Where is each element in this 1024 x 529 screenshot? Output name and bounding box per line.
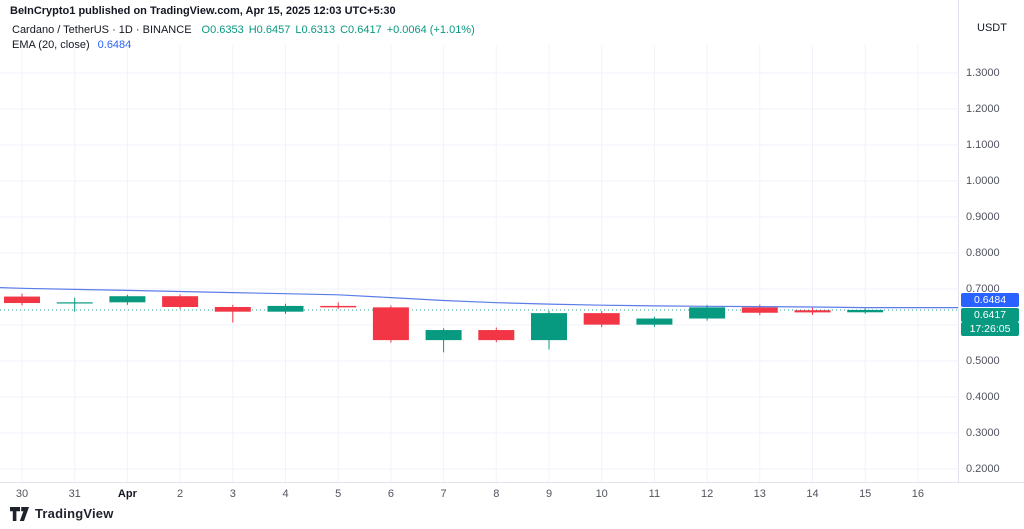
ema-value-badge: 0.6484 — [961, 293, 1019, 307]
time-axis-label: 16 — [911, 488, 925, 500]
time-axis-label: 10 — [595, 488, 608, 500]
candle-body — [689, 307, 726, 319]
price-axis[interactable]: USDT 1.3000 1.2000 1.1000 1.0000 0.9000 0.800… — [958, 0, 1024, 483]
price-tick-label: 0.8000 — [966, 247, 1000, 259]
price-tick-label: 0.2000 — [966, 463, 1000, 475]
price-tick-label: 0.3000 — [966, 427, 1000, 439]
indicator-row[interactable]: EMA (20, close) 0.6484 — [12, 39, 131, 51]
symbol-ohlc-row: Cardano / TetherUS · 1D · BINANCE O0.6353… — [12, 24, 480, 36]
price-axis-unit: USDT — [977, 22, 1007, 34]
tradingview-brand-text: TradingView — [35, 506, 114, 521]
ohlc-high: H0.6457 — [248, 24, 291, 36]
price-tick-label: 1.0000 — [966, 175, 1000, 187]
candle-body — [531, 313, 567, 341]
time-axis[interactable]: 30 31 Apr 2 3 4 5 6 7 8 9 10 11 12 13 14 15 16 — [0, 482, 1024, 507]
candle-body — [847, 309, 884, 313]
time-axis-label: 2 — [177, 488, 184, 500]
last-price-badge: 0.6417 — [961, 308, 1019, 322]
candle-body — [320, 305, 357, 308]
countdown-badge: 17:26:05 — [961, 322, 1019, 336]
ohlc-change: +0.0064 (+1.01%) — [386, 24, 475, 36]
time-axis-label: Apr — [117, 488, 137, 500]
time-axis-label: 30 — [15, 488, 29, 500]
candle-body — [794, 310, 831, 313]
candle-body — [267, 305, 304, 312]
ema-indicator-value: 0.6484 — [97, 39, 132, 51]
price-chart-plot[interactable] — [0, 45, 958, 482]
ema-line — [0, 287, 958, 309]
candle-body — [109, 296, 146, 303]
price-tick-label: 0.5000 — [966, 355, 1000, 367]
price-tick-label: 0.7000 — [966, 283, 1000, 295]
time-axis-label: 5 — [335, 488, 342, 500]
candle-body — [741, 307, 778, 313]
symbol-title[interactable]: Cardano / TetherUS · 1D · BINANCE — [12, 24, 192, 36]
price-tick-label: 1.2000 — [966, 103, 1000, 115]
candle-body — [425, 330, 462, 341]
candle-body — [583, 313, 620, 325]
time-axis-label: 14 — [806, 488, 819, 500]
time-axis-label: 13 — [753, 488, 766, 500]
candle-body — [372, 307, 409, 341]
tradingview-footer[interactable]: TradingView — [10, 506, 114, 521]
attribution-text: BeInCrypto1 published on TradingView.com… — [10, 5, 396, 17]
price-tick-label: 1.3000 — [966, 67, 1000, 79]
price-tick-label: 0.4000 — [966, 391, 1000, 403]
time-axis-label: 15 — [859, 488, 872, 500]
tradingview-logo-icon — [10, 506, 29, 521]
time-axis-label: 7 — [440, 488, 447, 500]
time-axis-label: 12 — [700, 488, 714, 500]
candle-body — [162, 296, 199, 307]
candle-body — [214, 307, 251, 312]
candle-body — [636, 318, 673, 325]
ohlc-low: L0.6313 — [295, 24, 336, 36]
time-axis-label: 6 — [387, 488, 394, 500]
ohlc-open: O0.6353 — [201, 24, 244, 36]
candle-body — [478, 330, 515, 341]
candle-body — [56, 302, 93, 304]
ohlc-close: C0.6417 — [340, 24, 382, 36]
price-tick-label: 0.9000 — [966, 211, 1000, 223]
time-axis-label: 4 — [282, 488, 289, 500]
time-axis-label: 31 — [68, 488, 81, 500]
time-axis-label: 3 — [229, 488, 236, 500]
time-axis-label: 8 — [493, 488, 500, 500]
candle-body — [4, 296, 40, 304]
ema-indicator-label: EMA (20, close) — [12, 39, 90, 51]
time-axis-label: 9 — [545, 488, 553, 500]
time-axis-label: 11 — [648, 488, 661, 500]
price-tick-label: 1.1000 — [966, 139, 1000, 151]
